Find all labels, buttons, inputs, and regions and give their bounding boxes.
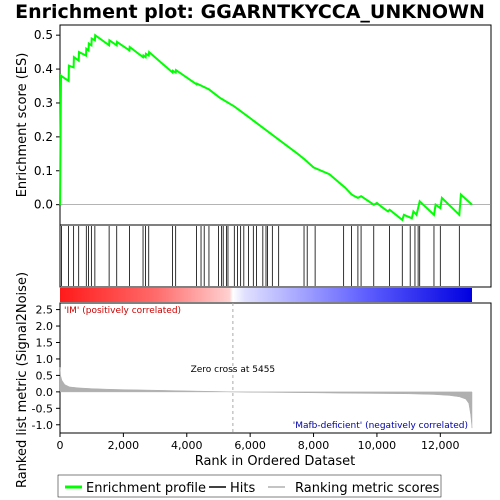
metric-panel bbox=[60, 303, 491, 433]
x-tick-label: 12,000 bbox=[421, 439, 460, 452]
legend: Enrichment profile Hits Ranking metric s… bbox=[58, 475, 441, 497]
legend-metric-label: Ranking metric scores bbox=[295, 481, 440, 496]
x-tick-label: 10,000 bbox=[358, 439, 397, 452]
hits-panel bbox=[60, 225, 491, 287]
metric-y-tick-label: 0.5 bbox=[36, 369, 54, 382]
legend-profile-label: Enrichment profile bbox=[86, 481, 206, 496]
metric-y-tick-label: -1.0 bbox=[32, 419, 53, 432]
x-tick-label: 4,000 bbox=[171, 439, 203, 452]
x-tick-label: 6,000 bbox=[234, 439, 266, 452]
legend-hits-label: Hits bbox=[230, 481, 255, 496]
es-y-tick-label: 0.5 bbox=[34, 28, 53, 42]
x-tick-label: 2,000 bbox=[108, 439, 140, 452]
metric-y-tick-label: 2.0 bbox=[36, 320, 54, 333]
colorbar-rect bbox=[60, 288, 472, 302]
metric-y-tick-label: 0.0 bbox=[36, 386, 54, 399]
es-y-tick-label: 0.3 bbox=[34, 96, 53, 110]
es-y-tick-label: 0.4 bbox=[34, 62, 53, 76]
es-y-tick-label: 0.1 bbox=[34, 164, 53, 178]
chart-title: Enrichment plot: GGARNTKYCCA_UNKNOWN bbox=[15, 1, 485, 23]
es-y-ticks: 0.0 0.1 0.2 0.3 0.4 0.5 bbox=[34, 28, 60, 211]
es-panel bbox=[60, 25, 491, 225]
metric-y-tick-label: 2.5 bbox=[36, 304, 54, 317]
metric-y-tick-label: -0.5 bbox=[32, 402, 53, 415]
metric-y-ticks: -1.0 -0.5 0.0 0.5 1.0 1.5 2.0 2.5 bbox=[32, 304, 60, 432]
es-y-tick-label: 0.0 bbox=[34, 198, 53, 212]
x-axis-label: Rank in Ordered Dataset bbox=[195, 454, 356, 469]
metric-y-tick-label: 1.0 bbox=[36, 353, 54, 366]
negative-correlation-label: 'Mafb-deficient' (negatively correlated) bbox=[293, 421, 468, 431]
metric-y-axis-label: Ranked list metric (Signal2Noise) bbox=[15, 272, 30, 488]
x-tick-label: 8,000 bbox=[298, 439, 330, 452]
rank-color-bar bbox=[60, 288, 472, 302]
es-y-axis-label: Enrichment score (ES) bbox=[15, 53, 30, 198]
x-tick-label: 0 bbox=[57, 439, 64, 452]
x-axis-ticks: 0 2,000 4,000 6,000 8,000 10,000 12,000 bbox=[57, 433, 460, 452]
positive-correlation-label: 'IM' (positively correlated) bbox=[64, 306, 181, 316]
zero-cross-label: Zero cross at 5455 bbox=[191, 365, 276, 375]
es-y-tick-label: 0.2 bbox=[34, 130, 53, 144]
metric-y-tick-label: 1.5 bbox=[36, 336, 54, 349]
